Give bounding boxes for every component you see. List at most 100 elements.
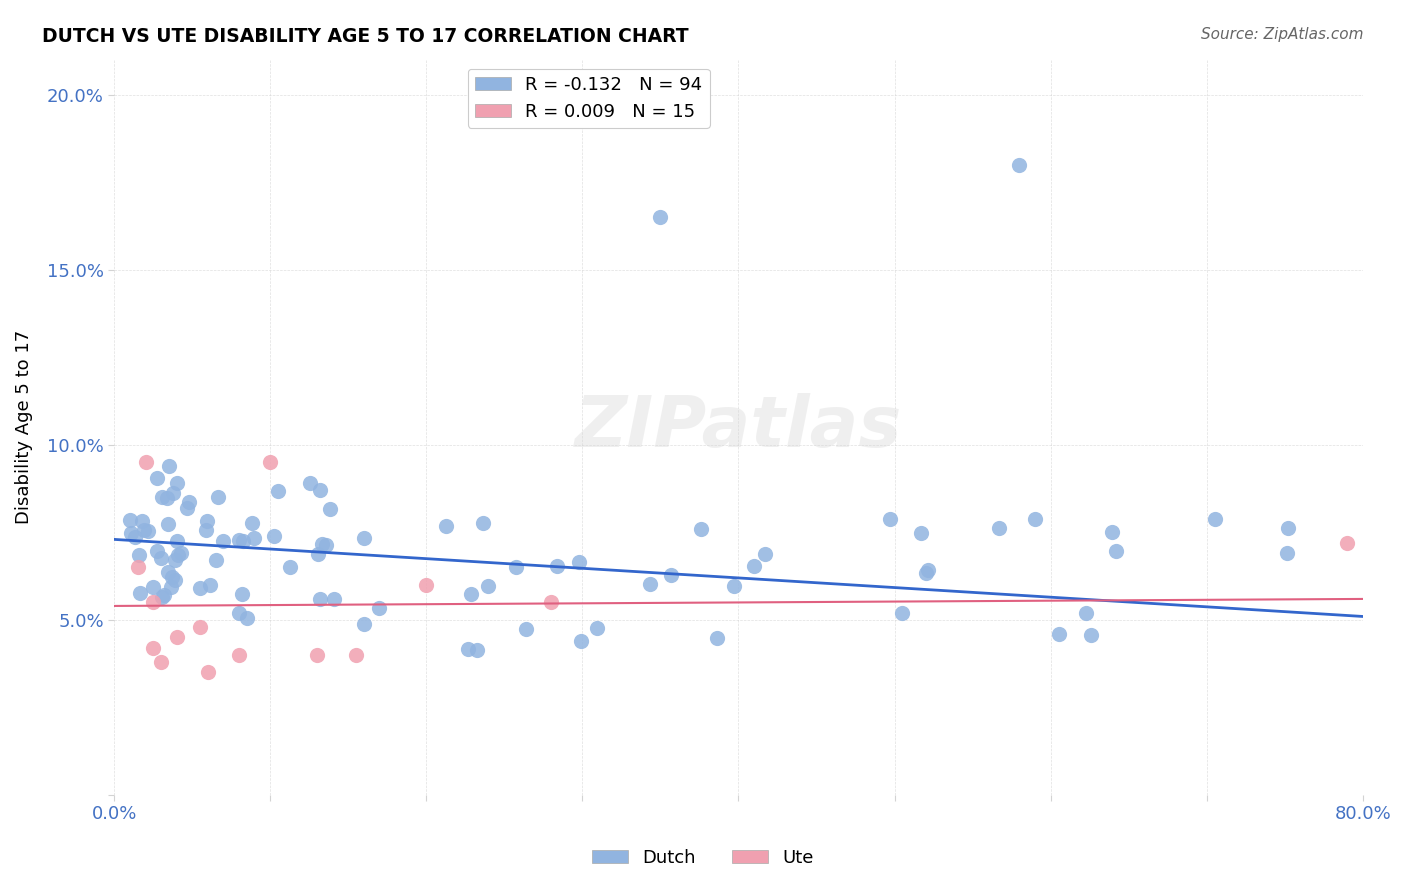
Point [136,524,159,538]
Point [879,512,901,526]
Point [228,648,250,662]
Point [1008,158,1031,172]
Point [472,516,495,530]
Point [307,648,329,662]
Point [723,579,745,593]
Point [917,563,939,577]
Point [1277,521,1299,535]
Point [242,531,264,545]
Point [546,558,568,573]
Point [166,631,188,645]
Point [131,515,153,529]
Point [460,587,482,601]
Point [344,648,367,662]
Point [159,458,181,473]
Point [128,548,150,562]
Point [515,622,537,636]
Point [166,475,188,490]
Point [160,570,183,584]
Point [188,581,211,595]
Point [571,633,593,648]
Point [315,538,337,552]
Point [742,558,765,573]
Text: Source: ZipAtlas.com: Source: ZipAtlas.com [1201,27,1364,42]
Point [457,642,479,657]
Point [207,490,229,504]
Point [163,553,186,567]
Point [142,640,165,655]
Point [179,495,201,509]
Point [263,529,285,543]
Point [159,581,181,595]
Point [146,544,169,558]
Point [212,533,235,548]
Point [689,522,711,536]
Point [353,531,375,545]
Text: DUTCH VS UTE DISABILITY AGE 5 TO 17 CORRELATION CHART: DUTCH VS UTE DISABILITY AGE 5 TO 17 CORR… [42,27,689,45]
Point [197,665,219,680]
Point [134,455,156,469]
Point [157,516,180,531]
Point [195,514,218,528]
Point [195,523,218,537]
Point [368,601,391,615]
Point [505,560,527,574]
Point [415,578,437,592]
Point [891,606,914,620]
Point [156,491,179,505]
Y-axis label: Disability Age 5 to 17: Disability Age 5 to 17 [15,330,32,524]
Point [150,591,173,605]
Point [319,502,342,516]
Point [307,547,329,561]
Point [228,606,250,620]
Point [585,622,607,636]
Point [267,483,290,498]
Point [467,643,489,657]
Point [309,592,332,607]
Point [120,513,142,527]
Point [162,486,184,500]
Point [659,568,682,582]
Point [127,560,149,574]
Point [150,490,173,504]
Point [1105,544,1128,558]
Text: ZIPatlas: ZIPatlas [575,392,903,462]
Point [1076,606,1098,620]
Point [231,587,253,601]
Point [1047,627,1070,641]
Point [1101,525,1123,540]
Point [910,526,932,541]
Point [120,526,142,541]
Point [157,565,180,579]
Point [142,595,165,609]
Point [124,530,146,544]
Point [228,533,250,547]
Point [353,616,375,631]
Point [198,578,221,592]
Point [1336,536,1358,550]
Point [205,553,228,567]
Point [129,586,152,600]
Point [650,210,672,224]
Point [706,632,728,646]
Point [176,501,198,516]
Point [568,555,591,569]
Point [754,547,776,561]
Point [299,475,322,490]
Point [142,580,165,594]
Point [1275,546,1298,560]
Point [188,620,211,634]
Point [988,521,1011,535]
Point [638,576,661,591]
Point [150,655,173,669]
Point [169,546,191,560]
Point [309,483,332,498]
Point [166,533,188,548]
Point [132,523,155,537]
Point [150,550,173,565]
Point [1204,511,1226,525]
Point [152,588,174,602]
Point [1080,628,1102,642]
Legend: Dutch, Ute: Dutch, Ute [585,842,821,874]
Point [477,579,499,593]
